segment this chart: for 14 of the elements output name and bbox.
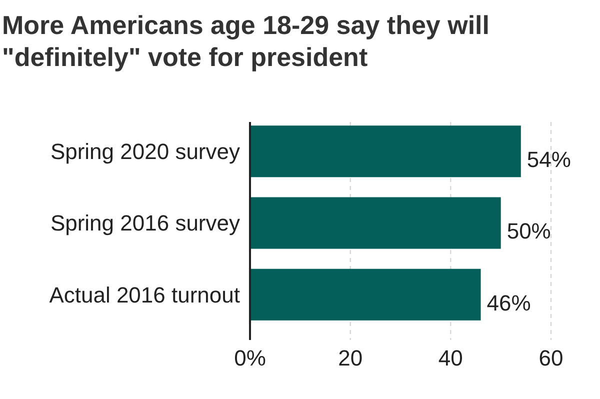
y-tick-label: Actual 2016 turnout [49, 282, 240, 308]
bar [250, 268, 481, 320]
x-tick-label: 60 [538, 346, 564, 371]
data-label: 54% [526, 147, 571, 172]
bar [250, 197, 501, 249]
chart-title: More Americans age 18-29 say they will "definitely" vote for president [2, 10, 490, 72]
x-tick-label: 0% [234, 346, 266, 371]
y-tick-label: Spring 2016 survey [50, 210, 240, 236]
y-tick-label: Spring 2020 survey [50, 139, 240, 164]
x-tick-label: 20 [338, 346, 363, 371]
data-label: 50% [506, 218, 551, 244]
bar [250, 126, 521, 178]
x-tick-label: 40 [438, 346, 463, 371]
data-label: 46% [486, 290, 531, 316]
